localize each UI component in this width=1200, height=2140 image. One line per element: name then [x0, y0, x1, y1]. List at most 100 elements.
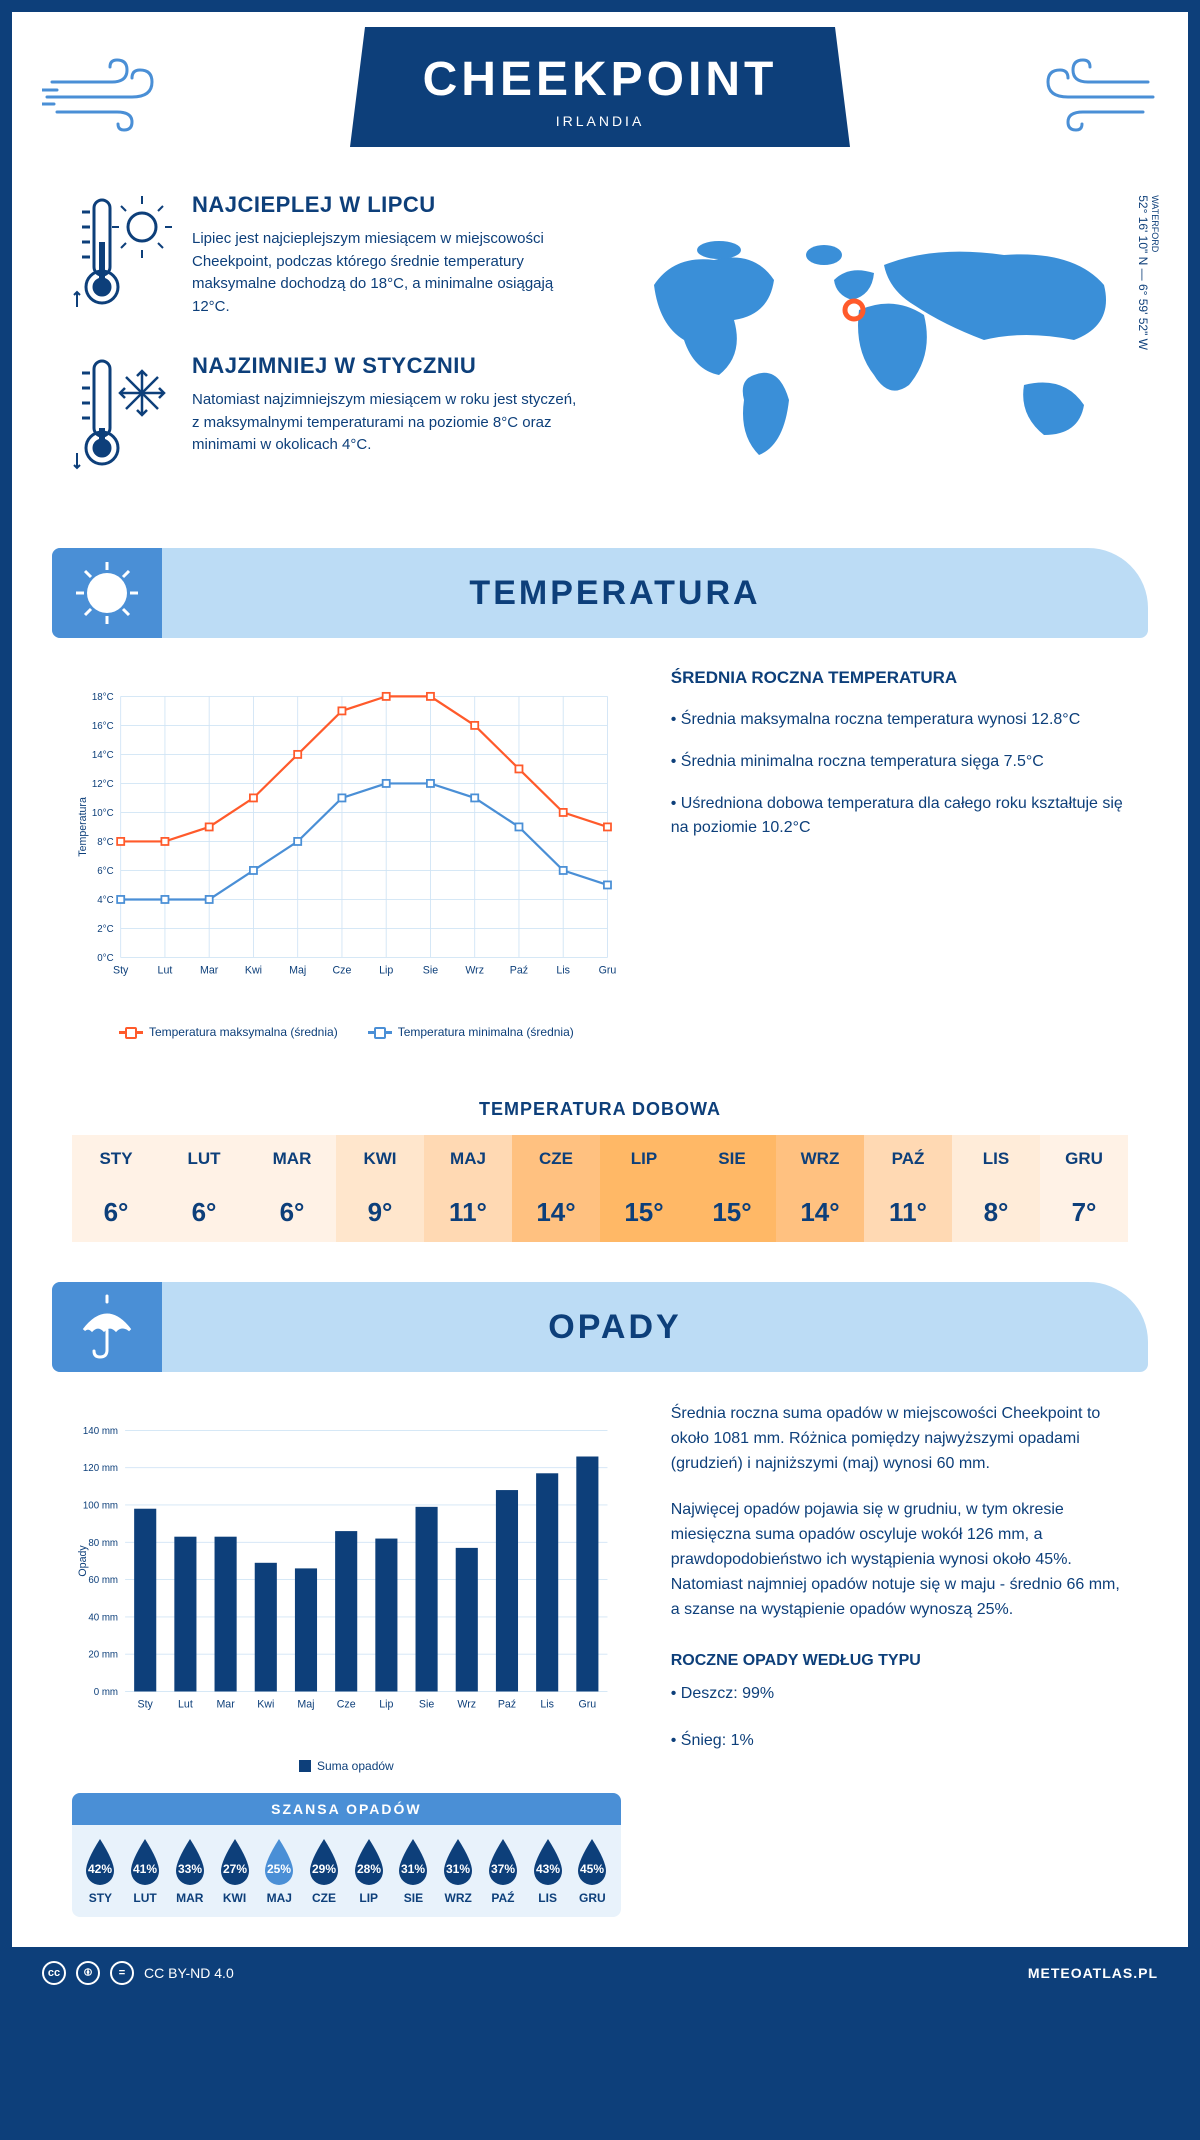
section-header-temperature: TEMPERATURA: [52, 548, 1148, 638]
temperature-chart: 0°C2°C4°C6°C8°C10°C12°C14°C16°C18°CStyLu…: [72, 668, 621, 1039]
svg-text:Temperatura: Temperatura: [77, 797, 89, 857]
svg-text:18°C: 18°C: [92, 692, 114, 703]
svg-text:Lip: Lip: [379, 964, 393, 976]
precip-by-type-title: ROCZNE OPADY WEDŁUG TYPU: [671, 1652, 1128, 1670]
chance-cell: 25% MAJ: [257, 1837, 302, 1905]
temperature-legend: Temperatura maksymalna (średnia) Tempera…: [72, 1025, 621, 1039]
svg-text:Cze: Cze: [337, 1698, 356, 1710]
svg-text:40 mm: 40 mm: [88, 1612, 118, 1623]
svg-text:Sty: Sty: [138, 1698, 154, 1710]
footer: cc 🅯 = CC BY-ND 4.0 METEOATLAS.PL: [12, 1947, 1188, 1999]
daily-month-header: KWI: [336, 1135, 424, 1183]
fact-coldest: NAJZIMNIEJ W STYCZNIU Natomiast najzimni…: [72, 353, 580, 473]
svg-text:Lut: Lut: [178, 1698, 193, 1710]
precipitation-legend: Suma opadów: [72, 1759, 621, 1773]
daily-month-header: LIS: [952, 1135, 1040, 1183]
nd-icon: =: [110, 1961, 134, 1985]
daily-temp-value: 11°: [864, 1183, 952, 1242]
temperature-summary: ŚREDNIA ROCZNA TEMPERATURA • Średnia mak…: [671, 668, 1128, 1039]
daily-month-header: MAR: [248, 1135, 336, 1183]
wind-icon: [42, 52, 172, 132]
chance-cell: 31% WRZ: [436, 1837, 481, 1905]
daily-month-header: MAJ: [424, 1135, 512, 1183]
title-block: CHEEKPOINT IRLANDIA: [350, 27, 850, 147]
coordinates: WATERFORD 52° 16' 10" N — 6° 59' 52" W: [1136, 195, 1160, 350]
section-header-precipitation: OPADY: [52, 1282, 1148, 1372]
chance-cell: 31% SIE: [391, 1837, 436, 1905]
fact-warmest-text: Lipiec jest najcieplejszym miesiącem w m…: [192, 228, 580, 318]
svg-text:29%: 29%: [312, 1862, 336, 1876]
svg-text:16°C: 16°C: [92, 721, 114, 732]
svg-text:Kwi: Kwi: [245, 964, 262, 976]
daily-temp-table: STYLUTMARKWIMAJCZELIPSIEWRZPAŹLISGRU6°6°…: [72, 1135, 1128, 1242]
fact-warmest-title: NAJCIEPLEJ W LIPCU: [192, 192, 580, 218]
header: CHEEKPOINT IRLANDIA: [12, 12, 1188, 162]
chance-cell: 45% GRU: [570, 1837, 615, 1905]
svg-text:Sie: Sie: [419, 1698, 434, 1710]
daily-temp-value: 15°: [600, 1183, 688, 1242]
precip-paragraph: Najwięcej opadów pojawia się w grudniu, …: [671, 1498, 1128, 1622]
svg-text:Cze: Cze: [333, 964, 352, 976]
legend-max-label: Temperatura maksymalna (średnia): [149, 1025, 338, 1039]
svg-text:31%: 31%: [401, 1862, 425, 1876]
daily-month-header: STY: [72, 1135, 160, 1183]
chance-cell: 33% MAR: [167, 1837, 212, 1905]
daily-temp-value: 14°: [776, 1183, 864, 1242]
daily-month-header: PAŹ: [864, 1135, 952, 1183]
daily-temp-title: TEMPERATURA DOBOWA: [12, 1099, 1188, 1120]
svg-text:Mar: Mar: [216, 1698, 235, 1710]
precip-paragraph: Średnia roczna suma opadów w miejscowośc…: [671, 1402, 1128, 1476]
daily-month-header: WRZ: [776, 1135, 864, 1183]
svg-text:20 mm: 20 mm: [88, 1650, 118, 1661]
daily-temp-value: 6°: [248, 1183, 336, 1242]
svg-text:45%: 45%: [580, 1862, 604, 1876]
daily-temp-value: 8°: [952, 1183, 1040, 1242]
svg-text:6°C: 6°C: [97, 866, 113, 877]
svg-text:Sie: Sie: [423, 964, 438, 976]
coord-lon: 6° 59' 52" W: [1136, 284, 1150, 350]
svg-text:Paź: Paź: [510, 964, 528, 976]
chance-cell: 29% CZE: [302, 1837, 347, 1905]
chance-cell: 41% LUT: [123, 1837, 168, 1905]
svg-text:Opady: Opady: [77, 1545, 89, 1577]
svg-text:Wrz: Wrz: [457, 1698, 476, 1710]
daily-temp-value: 9°: [336, 1183, 424, 1242]
legend-min-label: Temperatura minimalna (średnia): [398, 1025, 574, 1039]
svg-text:Maj: Maj: [297, 1698, 314, 1710]
temperature-title: TEMPERATURA: [162, 574, 1148, 613]
svg-text:12°C: 12°C: [92, 779, 114, 790]
svg-text:Sty: Sty: [113, 964, 129, 976]
svg-text:10°C: 10°C: [92, 808, 114, 819]
chance-title: SZANSA OPADÓW: [72, 1793, 621, 1825]
daily-temp-value: 14°: [512, 1183, 600, 1242]
annual-temp-title: ŚREDNIA ROCZNA TEMPERATURA: [671, 668, 1128, 688]
site-name: METEOATLAS.PL: [1028, 1965, 1158, 1981]
cc-icon: cc: [42, 1961, 66, 1985]
coord-lat: 52° 16' 10" N: [1136, 195, 1150, 265]
umbrella-icon: [72, 1292, 142, 1362]
license-text: CC BY-ND 4.0: [144, 1965, 234, 1981]
chance-cell: 37% PAŹ: [481, 1837, 526, 1905]
thermometer-snow-icon: [72, 353, 172, 473]
precipitation-title: OPADY: [162, 1308, 1148, 1347]
svg-text:Lip: Lip: [379, 1698, 393, 1710]
precipitation-summary: Średnia roczna suma opadów w miejscowośc…: [671, 1402, 1128, 1917]
thermometer-sun-icon: [72, 192, 172, 312]
svg-text:41%: 41%: [133, 1862, 157, 1876]
fact-coldest-text: Natomiast najzimniejszym miesiącem w rok…: [192, 389, 580, 457]
svg-text:25%: 25%: [267, 1862, 291, 1876]
svg-text:8°C: 8°C: [97, 837, 113, 848]
chance-cell: 42% STY: [78, 1837, 123, 1905]
svg-text:Lut: Lut: [158, 964, 173, 976]
svg-text:37%: 37%: [491, 1862, 515, 1876]
svg-text:28%: 28%: [357, 1862, 381, 1876]
svg-text:Wrz: Wrz: [465, 964, 484, 976]
svg-text:Maj: Maj: [289, 964, 306, 976]
daily-month-header: LIP: [600, 1135, 688, 1183]
svg-text:33%: 33%: [178, 1862, 202, 1876]
world-map: [620, 225, 1128, 475]
by-icon: 🅯: [76, 1961, 100, 1985]
intro-section: NAJCIEPLEJ W LIPCU Lipiec jest najcieple…: [12, 162, 1188, 528]
precip-type-item: • Śnieg: 1%: [671, 1729, 1128, 1754]
svg-text:Gru: Gru: [579, 1698, 597, 1710]
